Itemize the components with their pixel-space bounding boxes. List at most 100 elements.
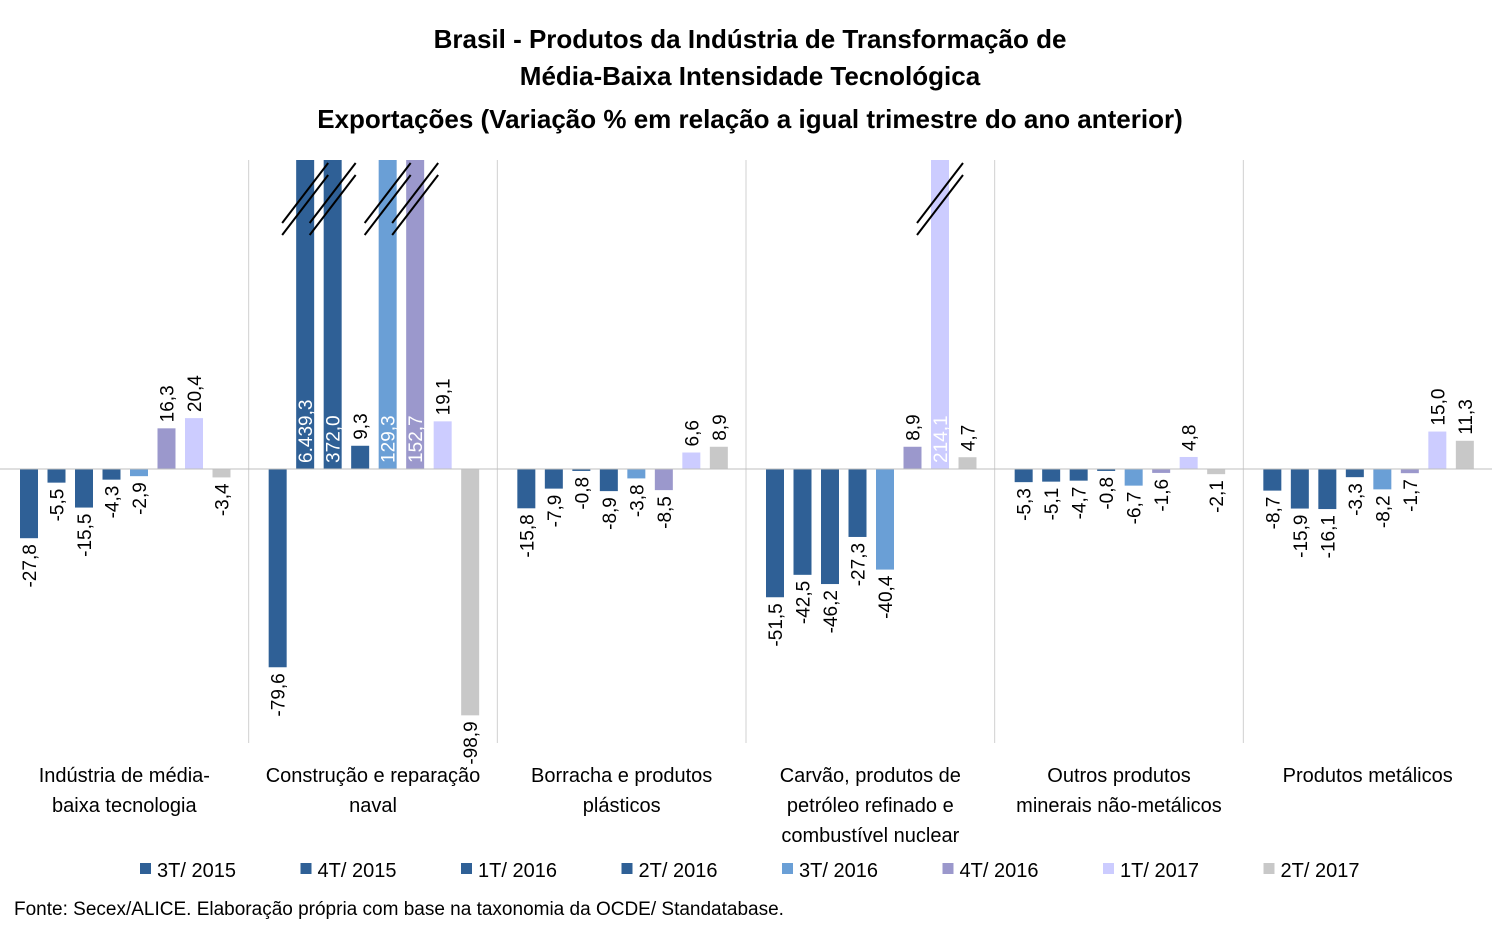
bar	[709, 446, 728, 469]
bar	[1097, 468, 1116, 471]
legend-marker	[782, 863, 793, 874]
x-tick-label: Carvão, produtos de	[780, 765, 961, 787]
bar	[1207, 468, 1226, 475]
axis-break	[391, 174, 439, 236]
value-label: -40,4	[876, 575, 897, 619]
bar	[1290, 468, 1309, 509]
bar	[682, 452, 701, 469]
value-label: -6,7	[1125, 492, 1146, 525]
value-label: 11,3	[1456, 399, 1477, 435]
bar	[130, 468, 148, 477]
bar	[185, 418, 203, 469]
bar	[572, 468, 591, 471]
value-label: -4,3	[103, 486, 124, 519]
x-tick-label: petróleo refinado e	[787, 795, 954, 817]
x-tick-label: Indústria de média-	[39, 765, 210, 787]
value-label: -42,5	[794, 581, 815, 624]
legend-marker	[140, 863, 151, 874]
value-label: -3,3	[1346, 483, 1367, 516]
legend-marker	[300, 863, 312, 874]
bar	[1428, 431, 1447, 469]
axis-break	[363, 174, 412, 236]
legend-label: 1T/ 2017	[1120, 860, 1199, 882]
x-tick-label: Outros produtos	[1047, 765, 1190, 787]
value-label: 9,3	[351, 413, 372, 439]
value-label: 129,3	[379, 415, 400, 463]
bar	[1124, 468, 1143, 486]
x-tick-label: combustível nuclear	[781, 825, 959, 847]
chart-title: Exportações (Variação % em relação a igu…	[317, 104, 1183, 134]
value-label: -8,9	[600, 497, 621, 530]
axis-break	[308, 174, 357, 236]
value-label: -51,5	[766, 603, 787, 646]
value-label: -1,7	[1401, 479, 1422, 512]
bar	[931, 160, 949, 469]
value-label: 8,9	[904, 414, 925, 440]
bar	[654, 468, 673, 491]
bar	[47, 468, 66, 483]
bar	[544, 468, 563, 489]
axis-break	[391, 162, 439, 224]
value-label: 15,0	[1428, 389, 1449, 426]
bar	[212, 468, 231, 478]
bar	[1069, 468, 1088, 481]
bar	[75, 468, 93, 508]
x-tick-label: Borracha e produtos	[531, 765, 712, 787]
value-label: -8,2	[1373, 495, 1394, 528]
value-label: -16,1	[1318, 515, 1339, 558]
bar	[268, 468, 287, 668]
value-label: 372,0	[324, 415, 345, 463]
bar	[766, 468, 784, 598]
bar	[351, 445, 370, 469]
value-label: -2,1	[1207, 480, 1228, 513]
bar	[1400, 468, 1419, 474]
bar	[517, 468, 536, 509]
axis-break	[281, 174, 329, 236]
value-label: -8,7	[1263, 497, 1284, 530]
value-label: 6.439,3	[296, 400, 317, 463]
bar	[1318, 468, 1337, 510]
value-label: -0,8	[572, 477, 593, 510]
chart-title: Brasil - Produtos da Indústria de Transf…	[434, 24, 1067, 54]
legend-label: 3T/ 2015	[157, 860, 236, 882]
value-label: -1,6	[1152, 479, 1173, 512]
axis-break	[308, 162, 357, 224]
value-label: 4,7	[959, 425, 980, 451]
bar	[793, 468, 812, 575]
value-label: 16,3	[158, 385, 179, 422]
legend-label: 4T/ 2016	[960, 860, 1039, 882]
value-label: 8,9	[710, 414, 731, 440]
legend-marker	[942, 863, 954, 874]
x-tick-label: naval	[349, 795, 397, 817]
value-label: -4,7	[1070, 487, 1091, 520]
axis-break	[916, 162, 964, 224]
value-label: -27,3	[849, 543, 870, 586]
legend-label: 2T/ 2016	[639, 860, 718, 882]
value-label: -27,8	[20, 544, 41, 587]
bar	[461, 468, 480, 716]
value-label: -3,4	[213, 483, 234, 516]
axis-break	[363, 162, 412, 224]
bar	[1345, 468, 1364, 478]
bar	[821, 468, 839, 585]
value-label: 19,1	[434, 378, 455, 415]
value-label: -8,5	[655, 496, 676, 529]
value-label: -15,5	[75, 514, 96, 557]
legend-marker	[461, 863, 472, 874]
value-label: 20,4	[185, 375, 206, 412]
bar	[157, 428, 176, 469]
legend-label: 3T/ 2016	[799, 860, 878, 882]
bar	[1455, 440, 1474, 469]
x-tick-label: baixa tecnologia	[52, 795, 197, 817]
bar	[958, 457, 977, 469]
x-tick-label: Construção e reparação	[266, 765, 481, 787]
axis-break	[916, 174, 964, 236]
bar	[1263, 468, 1282, 491]
value-label: -15,8	[517, 514, 538, 557]
bar	[599, 468, 618, 492]
value-label: 6,6	[682, 420, 703, 446]
value-label: -98,9	[461, 721, 482, 764]
value-label: -3,8	[627, 484, 648, 517]
bar	[627, 468, 646, 479]
bars	[20, 160, 1474, 716]
